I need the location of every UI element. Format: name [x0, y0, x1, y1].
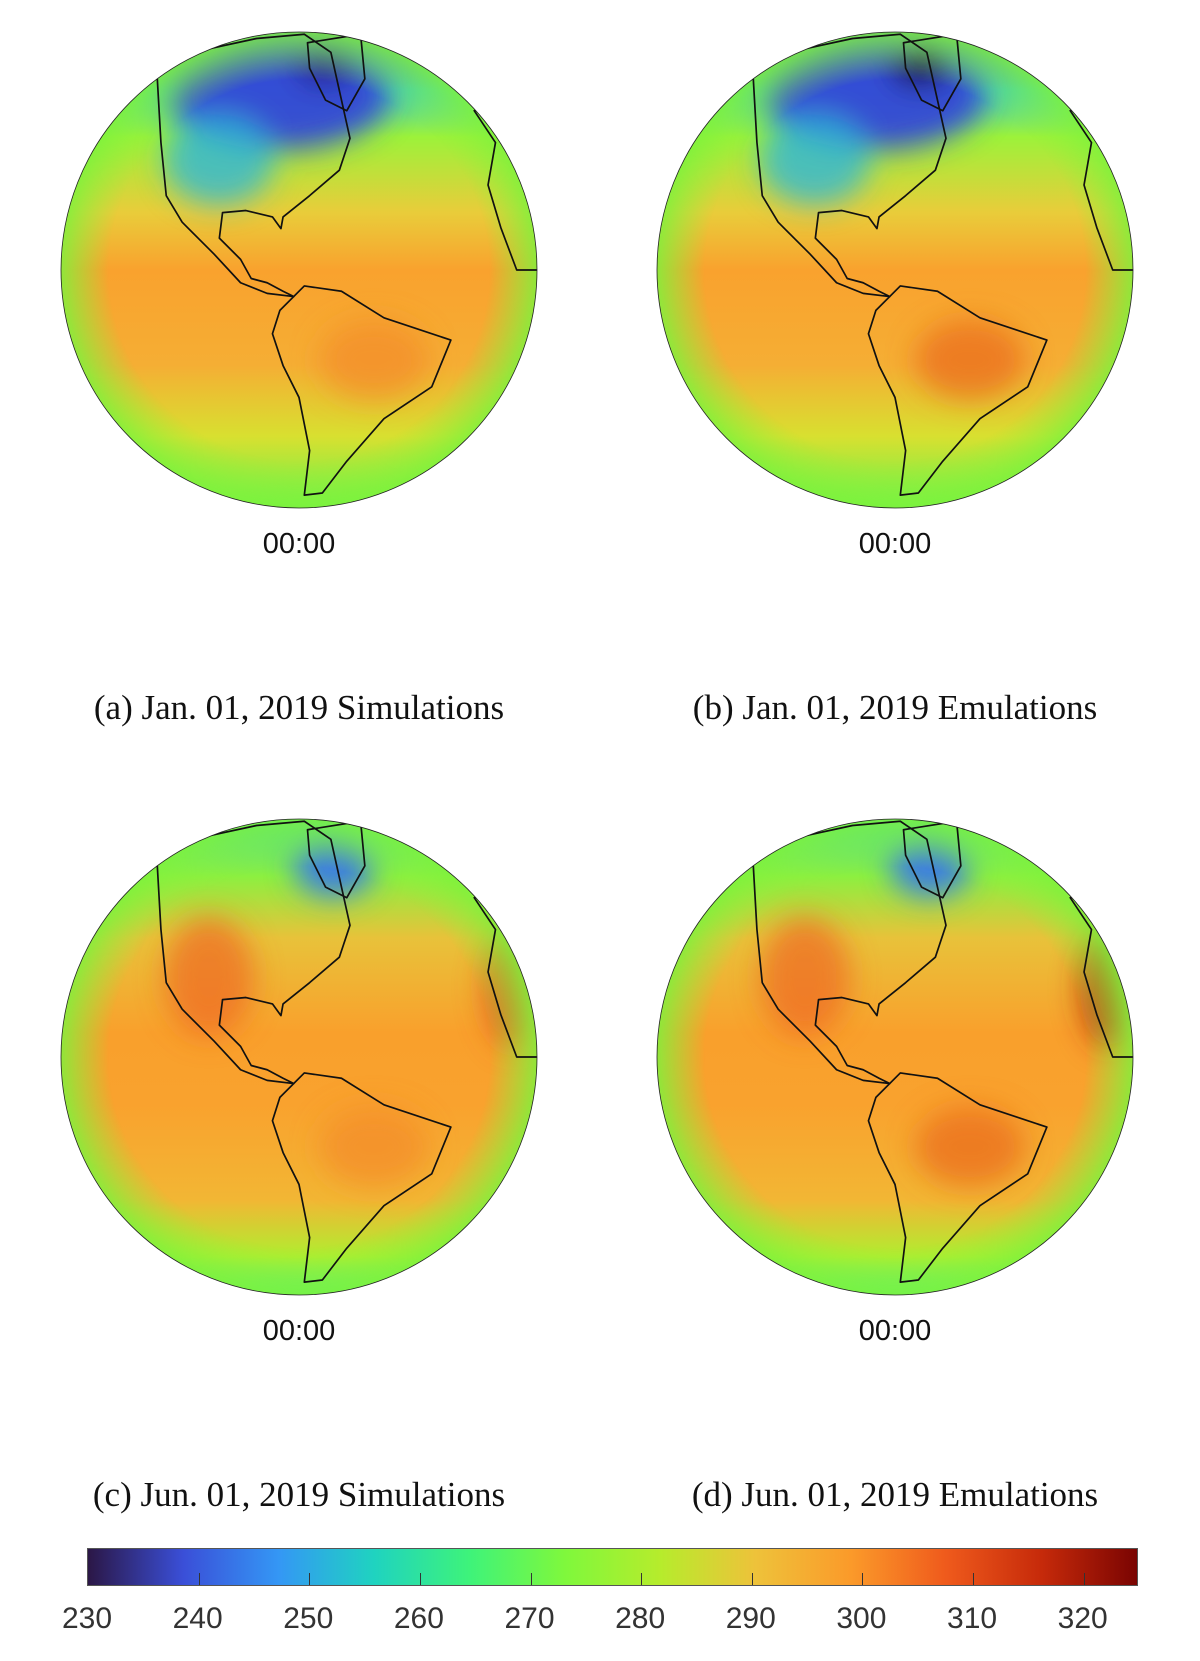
colorbar-tick-label: 320: [1057, 1602, 1108, 1635]
caption-a: (a) Jan. 01, 2019 Simulations: [93, 688, 505, 727]
south-america-coastline: [271, 1072, 452, 1283]
colorbar-tick: [198, 1573, 200, 1585]
colorbar-tick-label: 230: [61, 1602, 113, 1635]
colorbar-tick-label: 260: [393, 1602, 444, 1635]
time-label-c: 00:00: [262, 1315, 336, 1347]
colorbar-tick: [641, 1573, 643, 1585]
caption-c: (c) Jun. 01, 2019 Simulations: [92, 1475, 506, 1514]
africa-coastline: [1069, 875, 1133, 1058]
colorbar-tick-label: 310: [947, 1602, 998, 1635]
caption-d: (d) Jun. 01, 2019 Emulations: [691, 1475, 1099, 1514]
panel-a: 00:00 (a) Jan. 01, 2019 Simulations: [19, 0, 579, 760]
south-america-coastline: [867, 1072, 1048, 1283]
africa-coastline: [1069, 88, 1133, 271]
colorbar: [87, 1548, 1138, 1586]
south-america-coastline: [867, 285, 1048, 496]
colorbar-tick-label: 280: [615, 1602, 666, 1635]
colorbar-tick-label: 290: [725, 1602, 776, 1635]
globe-map-b: [656, 31, 1134, 509]
colorbar-tick: [309, 1573, 311, 1585]
panel-c: 00:00 (c) Jun. 01, 2019 Simulations: [19, 787, 579, 1547]
colorbar-tick: [973, 1573, 975, 1585]
time-label-d: 00:00: [858, 1315, 932, 1347]
africa-coastline: [473, 88, 537, 271]
time-label-b: 00:00: [858, 528, 932, 560]
south-america-coastline: [271, 285, 452, 496]
colorbar-tick-label: 270: [504, 1602, 555, 1635]
colorbar-tick-label: 250: [283, 1602, 334, 1635]
colorbar-tick-label: 240: [172, 1602, 223, 1635]
colorbar-tick: [862, 1573, 864, 1585]
panel-d: 00:00 (d) Jun. 01, 2019 Emulations: [615, 787, 1175, 1547]
globe-map-a: [60, 31, 538, 509]
globe-map-d: [656, 818, 1134, 1296]
panel-b: 00:00 (b) Jan. 01, 2019 Emulations: [615, 0, 1175, 760]
colorbar-tick: [1083, 1573, 1085, 1585]
colorbar-tick: [419, 1573, 421, 1585]
globe-map-c: [60, 818, 538, 1296]
north-america-coastline: [155, 820, 351, 1085]
caption-b: (b) Jan. 01, 2019 Emulations: [692, 688, 1098, 727]
north-america-coastline: [155, 33, 351, 298]
north-america-coastline: [751, 33, 947, 298]
colorbar-tick: [530, 1573, 532, 1585]
colorbar-tick-label: 300: [836, 1602, 887, 1635]
colorbar-tick: [751, 1573, 753, 1585]
africa-coastline: [473, 875, 537, 1058]
time-label-a: 00:00: [262, 528, 336, 560]
north-america-coastline: [751, 820, 947, 1085]
